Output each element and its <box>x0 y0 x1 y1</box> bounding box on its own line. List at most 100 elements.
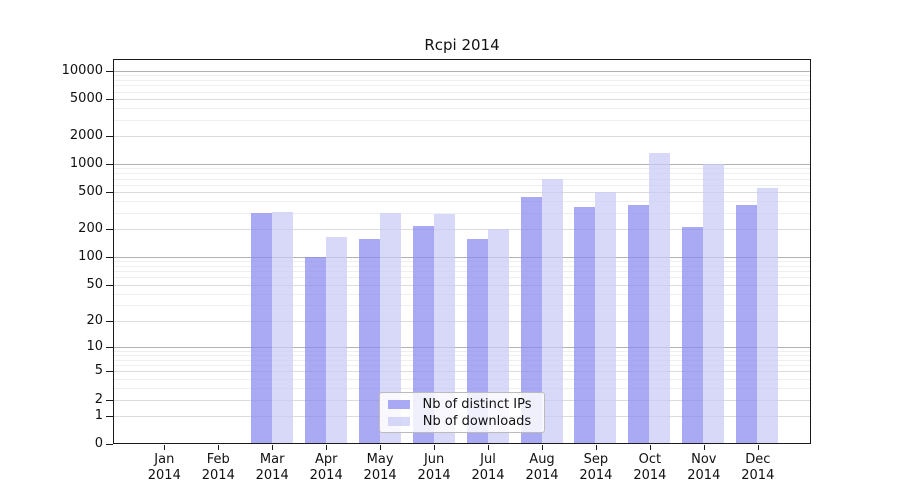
gridline <box>114 229 810 231</box>
x-tick-label: Jan 2014 <box>147 452 181 483</box>
gridline <box>114 387 810 389</box>
x-tick <box>434 445 436 450</box>
y-tick <box>106 98 113 100</box>
gridline <box>114 284 810 286</box>
x-tick <box>218 445 220 450</box>
x-tick-label: Dec 2014 <box>741 452 775 483</box>
x-tick <box>757 445 759 450</box>
y-tick-label: 20 <box>86 312 103 328</box>
y-tick <box>106 257 113 258</box>
bar-distinct-ips-dec <box>736 205 758 444</box>
y-tick-label: 2 <box>94 391 103 407</box>
y-tick <box>106 399 113 401</box>
bar-downloads-dec <box>757 187 779 444</box>
bar-downloads-mar <box>271 212 293 444</box>
legend: Nb of distinct IPs Nb of downloads <box>379 392 545 433</box>
gridline <box>114 70 810 72</box>
gridline <box>114 178 810 180</box>
gridline <box>114 277 810 279</box>
gridline <box>114 201 810 203</box>
bar-distinct-ips-nov <box>682 227 704 444</box>
legend-swatch-downloads <box>388 416 410 426</box>
bar-distinct-ips-may <box>358 239 380 444</box>
x-tick-label: May 2014 <box>363 452 397 483</box>
bar-downloads-sep <box>595 192 617 444</box>
x-tick-label: Oct 2014 <box>633 452 667 483</box>
x-tick-label: Sep 2014 <box>579 452 613 483</box>
x-tick <box>380 445 382 450</box>
x-tick-label: Aug 2014 <box>525 452 559 483</box>
gridline <box>114 168 810 170</box>
bar-distinct-ips-oct <box>628 205 650 444</box>
gridline <box>114 359 810 361</box>
gridline <box>114 184 810 186</box>
x-tick-label: Jun 2014 <box>417 452 451 483</box>
legend-swatch-distinct-ips <box>388 399 410 409</box>
bar-distinct-ips-apr <box>304 257 326 444</box>
bar-downloads-may <box>379 212 401 444</box>
gridline <box>114 98 810 100</box>
x-tick-label: Jul 2014 <box>471 452 505 483</box>
y-tick-label: 0 <box>94 436 103 451</box>
gridline <box>114 304 810 306</box>
legend-item-downloads: Nb of downloads <box>388 413 536 429</box>
gridline <box>114 107 810 109</box>
gridline <box>114 320 810 322</box>
y-tick <box>106 444 113 445</box>
gridline <box>114 173 810 175</box>
bar-downloads-jul <box>487 229 509 444</box>
x-tick <box>542 445 543 450</box>
x-tick <box>272 445 274 450</box>
y-tick-label: 10000 <box>61 62 103 78</box>
y-tick-label: 10 <box>86 338 103 354</box>
gridline <box>114 119 810 121</box>
y-tick-label: 2000 <box>69 128 103 143</box>
bar-downloads-nov <box>703 164 725 444</box>
legend-item-distinct-ips: Nb of distinct IPs <box>388 396 536 412</box>
gridline <box>114 346 810 348</box>
x-tick-label: Apr 2014 <box>309 452 343 483</box>
y-tick-label: 200 <box>78 221 103 237</box>
x-tick <box>595 445 597 450</box>
y-tick-label: 1 <box>94 407 103 423</box>
x-tick <box>326 445 328 450</box>
gridline <box>114 192 810 194</box>
x-tick <box>164 445 166 450</box>
gridline <box>114 355 810 356</box>
bar-downloads-oct <box>649 153 671 444</box>
bar-downloads-apr <box>325 236 347 444</box>
bar-downloads-aug <box>541 179 563 444</box>
gridline <box>114 212 810 214</box>
gridline <box>114 350 810 352</box>
gridline <box>114 261 810 263</box>
gridline <box>114 365 810 367</box>
y-tick <box>106 346 113 348</box>
y-tick-label: 5 <box>94 363 103 379</box>
x-tick-label: Feb 2014 <box>201 452 235 483</box>
y-tick <box>106 136 113 137</box>
bar-distinct-ips-jun <box>412 226 434 444</box>
y-tick <box>106 320 113 322</box>
bar-distinct-ips-sep <box>574 206 596 444</box>
x-tick-label: Mar 2014 <box>255 452 289 483</box>
gridline <box>114 85 810 87</box>
y-tick <box>106 70 113 72</box>
x-tick <box>488 445 489 450</box>
bar-distinct-ips-aug <box>520 197 542 444</box>
gridline <box>114 164 810 165</box>
bar-downloads-jun <box>433 214 455 444</box>
gridline <box>114 293 810 295</box>
chart-title: Rcpi 2014 <box>424 36 500 54</box>
gridline <box>114 75 810 76</box>
legend-label-downloads: Nb of downloads <box>422 413 532 429</box>
y-tick <box>106 229 113 231</box>
gridline <box>114 271 810 273</box>
gridline <box>114 257 810 258</box>
